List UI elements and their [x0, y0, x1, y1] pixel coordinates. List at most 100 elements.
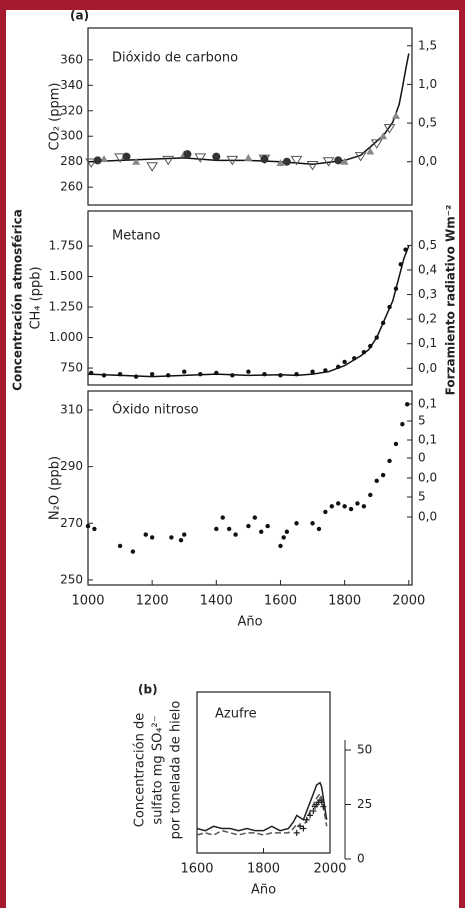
data-point	[403, 247, 408, 252]
data-line	[87, 245, 410, 378]
x-tick-label: 1400	[200, 594, 233, 609]
y-axis-label: Concentración de	[133, 713, 148, 827]
data-point	[85, 523, 91, 529]
y2-tick-label: 0,5	[418, 238, 437, 252]
data-point	[284, 529, 290, 534]
data-point	[282, 157, 291, 166]
y-tick-label: 360	[60, 52, 83, 66]
data-point	[393, 286, 399, 291]
y-tick-label: 300	[60, 129, 83, 143]
data-point	[329, 504, 335, 509]
y-tick-label: 50	[357, 743, 372, 757]
data-point	[340, 157, 349, 165]
data-point	[278, 543, 283, 549]
x-tick-label: 1800	[328, 594, 361, 609]
annotation: Dióxido de carbono	[112, 51, 238, 66]
data-point	[178, 538, 184, 543]
plot-frame	[87, 27, 413, 206]
data-point	[310, 369, 315, 374]
data-point	[361, 349, 367, 355]
data-point	[117, 371, 123, 377]
y-tick-label: 320	[60, 103, 83, 117]
x-axis-label: Año	[237, 615, 262, 630]
data-point	[114, 153, 126, 163]
data-point	[233, 532, 238, 537]
data-point	[143, 532, 148, 537]
x-tick-label: 1600	[180, 862, 213, 877]
data-line	[196, 781, 328, 832]
data-point	[404, 402, 410, 407]
data-point	[306, 161, 319, 171]
y2-tick-label: 0,0	[418, 154, 437, 168]
data-point	[380, 472, 386, 478]
data-point	[132, 157, 141, 165]
y-tick-label: 280	[60, 154, 83, 168]
data-point	[322, 157, 335, 167]
y-axis-label: CH₄ (ppb)	[29, 266, 44, 329]
data-point	[93, 156, 102, 165]
data-point	[387, 304, 392, 310]
y-tick-label: 1.250	[49, 300, 83, 314]
data-point	[374, 335, 379, 340]
y-axis-label: sulfato mg SO₄²⁻	[151, 715, 166, 824]
data-point	[368, 492, 373, 498]
data-point	[278, 373, 283, 378]
y-tick-label: 1.500	[49, 269, 83, 283]
data-point	[252, 515, 258, 520]
data-point	[226, 155, 239, 166]
data-point	[334, 156, 343, 165]
y-tick-label: 310	[60, 402, 83, 416]
y-tick-label: 25	[357, 797, 372, 811]
data-point	[182, 369, 187, 374]
data-point	[149, 371, 155, 377]
data-point	[198, 371, 203, 377]
data-point	[244, 153, 253, 161]
data-point	[265, 523, 270, 529]
data-point	[246, 523, 251, 529]
x-tick-label: 1800	[247, 862, 280, 877]
x-axis-label: Año	[251, 883, 276, 898]
annotation: Metano	[112, 229, 161, 244]
y2-tick-label: 0,1	[418, 397, 437, 411]
y2-tick-label: 0,3	[418, 287, 437, 301]
data-point	[169, 535, 174, 540]
data-point	[122, 152, 131, 161]
data-point	[117, 543, 123, 549]
data-point	[354, 152, 367, 162]
data-point	[318, 799, 325, 806]
data-point	[230, 373, 235, 378]
y-tick-label: 0	[357, 852, 365, 866]
data-point	[133, 374, 139, 379]
data-point	[130, 549, 136, 554]
data-point	[379, 132, 388, 140]
data-point	[391, 111, 400, 119]
y-tick-label: 1.750	[49, 239, 83, 253]
data-point	[310, 521, 315, 526]
data-line	[196, 792, 328, 836]
y2-tick-label: 0	[418, 451, 426, 465]
data-point	[101, 373, 107, 378]
data-point	[400, 421, 405, 427]
y2-tick-label: 0,5	[418, 116, 437, 130]
y2-tick-label: 0,2	[418, 312, 437, 326]
right-label: Forzamiento radiativo Wm⁻²	[444, 205, 458, 396]
data-point	[182, 532, 187, 537]
y-axis-label: por tonelada de hielo	[169, 701, 184, 840]
y2-tick-label: 0,1	[418, 336, 437, 350]
y2-tick-label: 0,0	[418, 510, 437, 524]
data-point	[281, 535, 286, 540]
data-point	[355, 501, 360, 506]
data-point	[380, 320, 386, 326]
data-point	[89, 370, 94, 376]
data-point	[393, 441, 399, 447]
data-point	[374, 478, 379, 483]
data-point	[146, 162, 159, 172]
x-tick-label: 2000	[392, 594, 425, 609]
data-point	[387, 458, 392, 464]
y2-tick-label: 0,0	[418, 361, 437, 375]
data-point	[323, 368, 328, 373]
y-tick-label: 270	[60, 516, 83, 530]
left-label: Concentración atmosférica	[11, 209, 25, 391]
